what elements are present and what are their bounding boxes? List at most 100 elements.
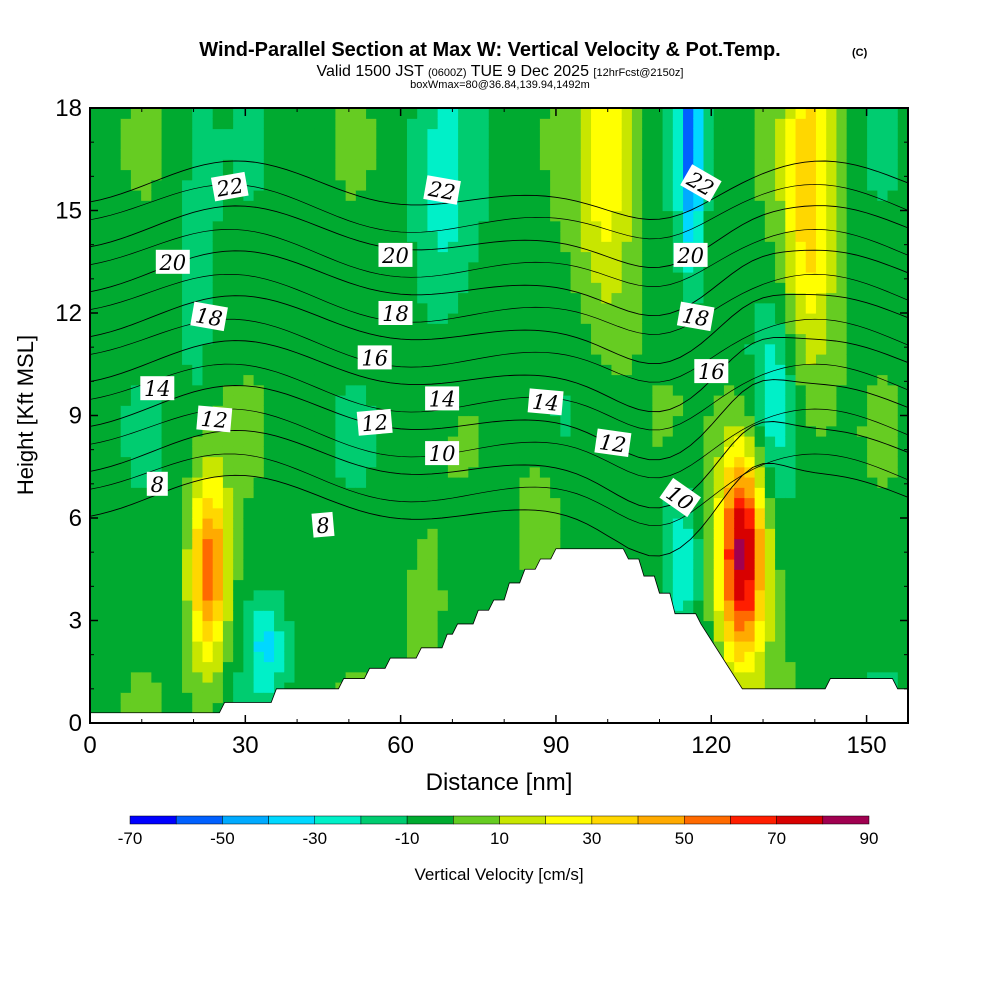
heatmap-cell xyxy=(243,651,255,663)
heatmap-cell xyxy=(621,190,633,201)
heatmap-cell xyxy=(703,108,715,119)
heatmap-cell xyxy=(284,528,296,540)
heatmap-cell xyxy=(723,559,735,570)
heatmap-cell xyxy=(826,518,838,529)
heatmap-cell xyxy=(877,200,889,212)
heatmap-cell xyxy=(836,620,848,632)
heatmap-cell xyxy=(591,302,602,314)
heatmap-cell xyxy=(182,487,193,499)
heatmap-cell xyxy=(294,538,306,550)
heatmap-cell xyxy=(887,579,899,591)
heatmap-cell xyxy=(877,425,889,437)
heatmap-cell xyxy=(478,456,490,468)
heatmap-cell xyxy=(100,190,112,201)
heatmap-cell xyxy=(764,466,776,478)
heatmap-cell xyxy=(192,548,204,560)
heatmap-cell xyxy=(723,477,735,488)
heatmap-cell xyxy=(877,282,889,294)
heatmap-cell xyxy=(631,497,643,509)
heatmap-cell xyxy=(570,507,582,519)
heatmap-cell xyxy=(836,169,848,181)
heatmap-cell xyxy=(754,477,766,488)
heatmap-cell xyxy=(723,190,735,201)
heatmap-cell xyxy=(764,620,776,632)
heatmap-cell xyxy=(355,190,367,201)
heatmap-cell xyxy=(274,343,285,355)
heatmap-cell xyxy=(744,641,756,652)
heatmap-cell xyxy=(100,487,112,499)
heatmap-cell xyxy=(826,425,838,437)
heatmap-cell xyxy=(263,343,275,355)
heatmap-cell xyxy=(335,282,347,294)
heatmap-cell xyxy=(222,200,234,212)
heatmap-cell xyxy=(294,579,306,591)
heatmap-cell xyxy=(846,272,858,283)
heatmap-cell xyxy=(161,518,173,529)
heatmap-cell xyxy=(304,569,316,581)
heatmap-cell xyxy=(836,507,848,519)
heatmap-cell xyxy=(100,108,112,119)
heatmap-cell xyxy=(243,220,255,232)
heatmap-cell xyxy=(366,282,377,294)
heatmap-cell xyxy=(171,682,183,693)
heatmap-cell xyxy=(836,477,848,488)
heatmap-cell xyxy=(222,466,234,478)
heatmap-cell xyxy=(233,292,244,304)
heatmap-cell xyxy=(488,261,500,273)
heatmap-cell xyxy=(274,231,285,242)
heatmap-cell xyxy=(488,405,500,417)
heatmap-cell xyxy=(284,395,296,406)
heatmap-cell xyxy=(662,405,674,417)
heatmap-cell xyxy=(253,333,265,345)
heatmap-cell xyxy=(478,477,490,488)
heatmap-cell xyxy=(161,364,173,376)
heatmap-cell xyxy=(775,292,786,304)
heatmap-cell xyxy=(182,313,193,324)
heatmap-cell xyxy=(366,261,377,273)
heatmap-cell xyxy=(314,589,326,601)
heatmap-cell xyxy=(130,446,142,458)
heatmap-cell xyxy=(233,261,244,273)
heatmap-cell xyxy=(529,354,541,365)
heatmap-cell xyxy=(550,128,561,140)
heatmap-cell xyxy=(815,323,827,335)
heatmap-cell xyxy=(427,128,439,140)
heatmap-cell xyxy=(151,138,163,150)
heatmap-cell xyxy=(335,374,347,386)
heatmap-cell xyxy=(274,569,285,581)
heatmap-cell xyxy=(642,456,653,468)
heatmap-cell xyxy=(499,425,510,437)
heatmap-cell xyxy=(570,518,582,529)
heatmap-cell xyxy=(570,302,582,314)
heatmap-cell xyxy=(171,169,183,181)
heatmap-cell xyxy=(672,354,684,365)
heatmap-cell xyxy=(427,220,439,232)
heatmap-cell xyxy=(335,354,347,365)
heatmap-cell xyxy=(182,620,193,632)
heatmap-cell xyxy=(826,456,838,468)
heatmap-cell xyxy=(499,477,510,488)
heatmap-cell xyxy=(284,149,296,160)
heatmap-cell xyxy=(478,313,490,324)
heatmap-cell xyxy=(314,466,326,478)
heatmap-cell xyxy=(233,282,244,294)
heatmap-cell xyxy=(672,108,684,119)
heatmap-cell xyxy=(406,292,418,304)
heatmap-cell xyxy=(335,548,347,560)
heatmap-cell xyxy=(785,548,797,560)
heatmap-cell xyxy=(376,497,388,509)
heatmap-cell xyxy=(570,343,582,355)
heatmap-cell xyxy=(478,354,490,365)
heatmap-cell xyxy=(417,395,429,406)
heatmap-cell xyxy=(519,436,531,447)
heatmap-cell xyxy=(335,651,347,663)
heatmap-cell xyxy=(836,108,848,119)
heatmap-cell xyxy=(805,220,817,232)
heatmap-cell xyxy=(631,138,643,150)
heatmap-cell xyxy=(130,518,142,529)
heatmap-cell xyxy=(591,405,602,417)
heatmap-cell xyxy=(314,374,326,386)
heatmap-cell xyxy=(897,507,909,519)
heatmap-cell xyxy=(212,559,224,570)
heatmap-cell xyxy=(284,261,296,273)
